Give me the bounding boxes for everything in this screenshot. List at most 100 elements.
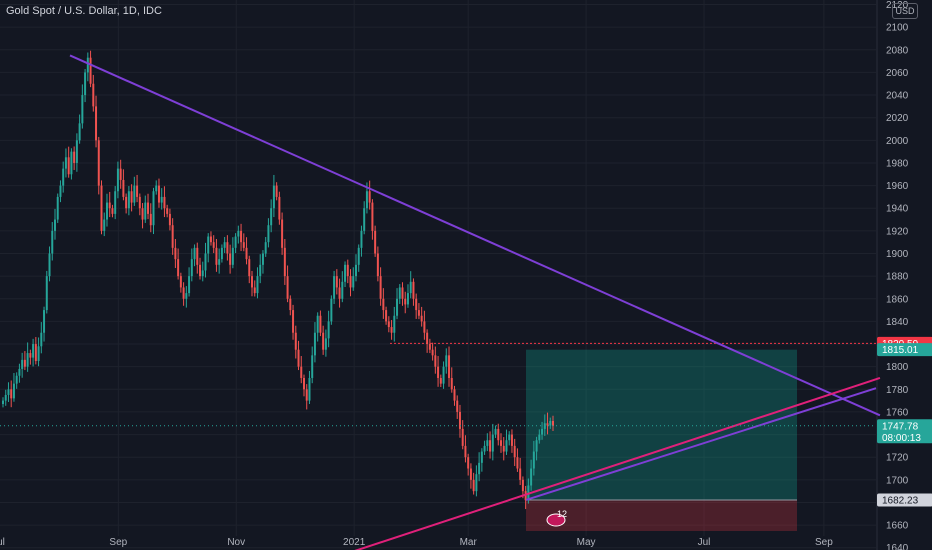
candle: [283, 239, 286, 285]
candle: [261, 250, 264, 274]
candle-body: [450, 377, 453, 390]
candle-body: [549, 420, 552, 426]
candle: [248, 255, 251, 284]
candle-body: [324, 338, 327, 350]
candle: [234, 233, 237, 254]
candle-body: [302, 377, 305, 390]
candle: [491, 423, 494, 461]
candle: [393, 306, 396, 342]
candle-body: [341, 281, 344, 299]
y-tick-label: 1700: [886, 475, 909, 486]
y-tick-label: 1720: [886, 453, 909, 464]
candle-body: [401, 287, 404, 299]
candle: [97, 136, 100, 195]
currency-button[interactable]: USD: [892, 3, 918, 19]
candle: [461, 420, 464, 450]
candle-body: [40, 332, 43, 347]
candle: [519, 457, 522, 486]
candle-body: [404, 298, 407, 305]
candle: [193, 244, 196, 267]
candle-body: [157, 185, 160, 203]
candle: [360, 225, 363, 257]
chart-title: Gold Spot / U.S. Dollar, 1D, IDC: [6, 5, 162, 17]
candle: [253, 280, 256, 297]
candle: [188, 267, 191, 297]
candle: [155, 180, 158, 195]
candle-body: [231, 247, 234, 265]
candle-body: [2, 400, 4, 405]
candle-body: [23, 359, 26, 367]
candle: [489, 431, 492, 459]
candle-body: [521, 479, 524, 492]
candle-body: [152, 191, 155, 226]
candle-body: [344, 264, 347, 282]
candle-body: [393, 315, 396, 333]
candle-body: [64, 157, 67, 169]
candle-body: [116, 168, 119, 192]
candle: [32, 338, 35, 367]
y-tick-label: 1800: [886, 362, 909, 373]
candle-body: [240, 230, 243, 243]
candle: [453, 385, 456, 406]
candle-body: [21, 359, 24, 369]
candle: [103, 212, 106, 237]
candle: [439, 374, 442, 388]
candle-body: [519, 468, 522, 480]
candle-body: [428, 344, 431, 350]
candle-body: [10, 389, 13, 399]
candle-body: [379, 276, 382, 299]
candle-body: [439, 377, 442, 384]
candle: [209, 231, 212, 246]
candle-body: [283, 247, 286, 277]
candle: [464, 435, 467, 463]
candle-body: [357, 247, 360, 265]
candle: [316, 312, 319, 342]
candle: [513, 438, 516, 467]
countdown-value: 08:00:13: [882, 433, 921, 444]
candle: [242, 233, 245, 252]
candle-body: [59, 185, 62, 197]
candle: [64, 148, 67, 178]
candle-body: [53, 219, 56, 231]
y-tick-label: 2000: [886, 136, 909, 147]
candle: [341, 271, 344, 303]
candle: [75, 133, 78, 172]
candle-body: [327, 321, 330, 339]
candle-body: [45, 276, 48, 311]
candle: [338, 278, 341, 308]
candle: [26, 342, 29, 372]
candle-body: [201, 270, 204, 277]
candle: [229, 244, 232, 274]
candle-body: [78, 123, 81, 141]
candle: [212, 235, 215, 254]
candle: [119, 159, 122, 189]
candle-body: [37, 346, 40, 362]
candle: [469, 463, 472, 489]
x-tick-label: Sep: [815, 537, 833, 548]
candle: [344, 261, 347, 287]
candle-body: [125, 196, 128, 209]
candle-body: [516, 457, 519, 469]
candle-body: [75, 140, 78, 163]
candle: [199, 257, 202, 280]
flag-icon: [546, 513, 566, 527]
candle-body: [546, 423, 549, 426]
candle: [73, 146, 76, 170]
y-tick-label: 1900: [886, 249, 909, 260]
candle-body: [292, 310, 295, 333]
candle: [157, 178, 160, 208]
candle: [289, 295, 292, 316]
candle-body: [497, 428, 500, 441]
candle-body: [70, 151, 73, 175]
candle: [86, 52, 89, 82]
candle: [168, 208, 171, 231]
candle-body: [199, 264, 202, 277]
candle: [431, 342, 434, 361]
candle-body: [111, 208, 114, 214]
candle: [396, 288, 399, 320]
candle: [467, 453, 470, 476]
candle: [409, 271, 412, 299]
candle: [67, 146, 70, 178]
candle: [387, 316, 390, 333]
